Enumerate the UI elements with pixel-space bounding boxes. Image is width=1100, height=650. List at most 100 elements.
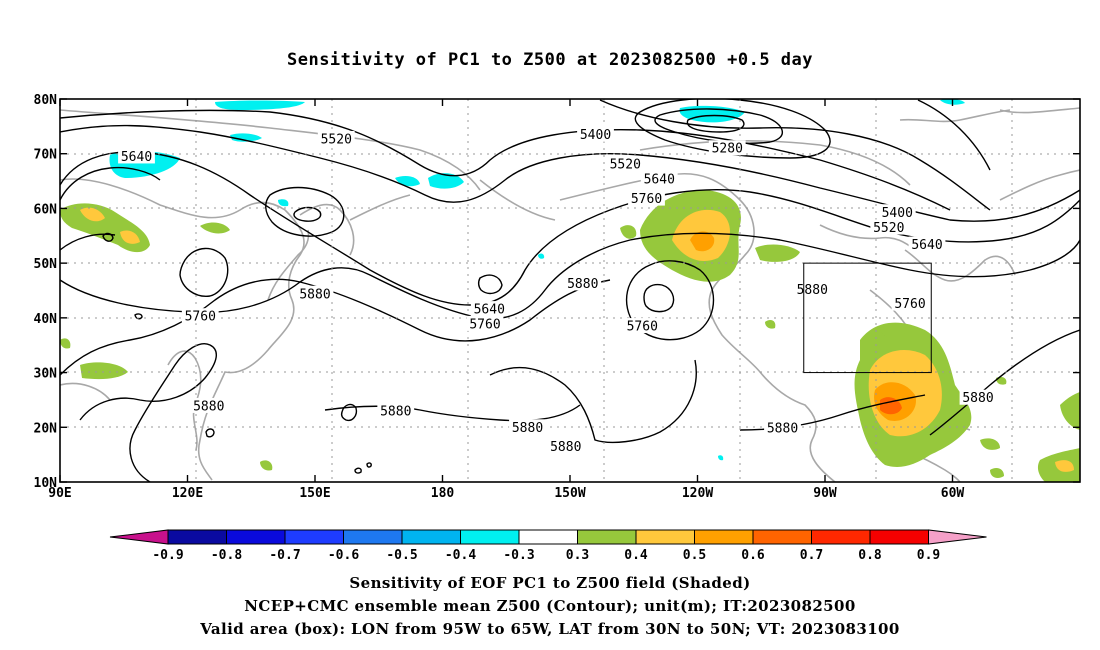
colorbar-arrow-right xyxy=(928,529,987,545)
lon-label: 90W xyxy=(813,486,837,501)
contour-label-bg xyxy=(640,170,678,186)
z500-contours xyxy=(60,99,1080,482)
contour-label-bg xyxy=(296,285,334,301)
grid-lines xyxy=(60,99,1080,482)
contour-label-bg xyxy=(377,402,415,418)
contour-label-bg xyxy=(547,438,585,454)
colorbar-label: 0.7 xyxy=(800,548,823,563)
contour-label: 5760 xyxy=(631,192,662,207)
lon-label: 120E xyxy=(172,486,203,501)
contour-label: 5880 xyxy=(767,421,798,436)
contour-label: 5520 xyxy=(321,132,352,147)
colorbar-label: -0.7 xyxy=(269,548,300,563)
shading-positive xyxy=(60,190,1080,482)
lon-label: 120W xyxy=(682,486,713,501)
lon-label: 90E xyxy=(48,486,71,501)
colorbar-label: 0.6 xyxy=(741,548,765,563)
contour-label: 5880 xyxy=(962,391,993,406)
contour-label: 5640 xyxy=(644,172,675,187)
contour-label: 5880 xyxy=(550,440,581,455)
contour-label: 5880 xyxy=(567,277,598,292)
colorbar-label: -0.6 xyxy=(328,548,359,563)
colorbar-label: 0.5 xyxy=(683,548,706,563)
contour-label: 5280 xyxy=(712,142,743,157)
lon-label: 150W xyxy=(554,486,585,501)
lat-label: 80N xyxy=(34,93,58,108)
colorbar-label: -0.4 xyxy=(445,548,476,563)
contour-label-bg xyxy=(190,397,228,413)
colorbar-swatch xyxy=(343,529,403,545)
contour-label-bg xyxy=(878,204,916,220)
contour-label: 5520 xyxy=(610,158,641,173)
contour-label-bg xyxy=(317,130,355,146)
contour-label: 5640 xyxy=(121,150,152,165)
contour-label: 5760 xyxy=(185,310,216,325)
contour-label: 5880 xyxy=(299,287,330,302)
caption-valid-area: Valid area (box): LON from 95W to 65W, L… xyxy=(200,620,900,638)
contour-label-bg xyxy=(466,315,504,331)
colorbar-label: 0.9 xyxy=(917,548,940,563)
lon-label: 60W xyxy=(941,486,965,501)
colorbar-label: 0.3 xyxy=(566,548,589,563)
shading-negative xyxy=(109,99,965,461)
contour-label-bg xyxy=(628,190,665,206)
colorbar-swatch xyxy=(226,529,286,545)
contour-label-bg xyxy=(764,419,801,435)
colorbar-swatch xyxy=(635,529,695,545)
colorbar-label: 0.8 xyxy=(858,548,882,563)
colorbar-label: -0.5 xyxy=(386,548,417,563)
colorbar-swatch xyxy=(752,529,812,545)
valid-area-box xyxy=(803,262,932,374)
contour-label: 5520 xyxy=(873,221,904,236)
colorbar-label: 0.4 xyxy=(624,548,648,563)
page-title: Sensitivity of PC1 to Z500 at 2023082500… xyxy=(286,50,813,70)
colorbar-swatch xyxy=(869,529,929,545)
contour-label-bg xyxy=(959,389,997,405)
lon-label: 180 xyxy=(431,486,455,501)
contour-label-bg xyxy=(908,236,946,252)
contour-label: 5640 xyxy=(911,238,942,253)
contour-label-bg xyxy=(623,318,661,334)
lat-label: 20N xyxy=(34,421,58,436)
contour-label-bg xyxy=(708,140,746,156)
contour-label-bg xyxy=(181,308,219,324)
colorbar-label: -0.3 xyxy=(503,548,534,563)
lat-label: 30N xyxy=(34,367,58,382)
contour-label: 5880 xyxy=(512,421,543,436)
lat-label: 70N xyxy=(34,148,58,163)
contour-label-bg xyxy=(470,301,508,317)
contour-label-bg xyxy=(891,295,929,311)
contour-label-bg xyxy=(870,219,908,235)
colorbar-label: -0.8 xyxy=(211,548,242,563)
contour-label: 5880 xyxy=(380,404,411,419)
contour-label-bg xyxy=(564,275,602,291)
lat-label: 50N xyxy=(34,257,58,272)
contour-label: 5400 xyxy=(882,206,913,221)
contour-label: 5760 xyxy=(894,297,925,312)
contour-label-bg xyxy=(577,126,614,142)
colorbar-swatch xyxy=(577,529,637,545)
lat-label: 60N xyxy=(34,202,58,217)
contour-label: 5760 xyxy=(469,317,500,332)
colorbar-swatch xyxy=(694,529,754,545)
colorbar-swatch xyxy=(167,529,227,545)
contour-label: 5880 xyxy=(193,399,224,414)
lon-label: 150E xyxy=(299,486,330,501)
colorbar-label: -0.9 xyxy=(152,548,183,563)
contour-label: 5760 xyxy=(627,320,658,335)
lat-label: 10N xyxy=(34,476,58,491)
contour-label-bg xyxy=(606,156,644,172)
caption-contour: NCEP+CMC ensemble mean Z500 (Contour); u… xyxy=(244,597,856,615)
contour-label-bg xyxy=(509,419,546,435)
contour-label-bg xyxy=(793,281,831,297)
contour-label-bg xyxy=(118,148,155,164)
colorbar-arrow-left xyxy=(109,529,169,545)
colorbar-swatch xyxy=(284,529,344,545)
colorbar-swatch xyxy=(518,529,578,545)
caption-shading: Sensitivity of EOF PC1 to Z500 field (Sh… xyxy=(349,574,751,592)
contour-label: 5640 xyxy=(474,303,505,318)
lat-label: 40N xyxy=(34,312,58,327)
contour-label: 5880 xyxy=(797,283,828,298)
